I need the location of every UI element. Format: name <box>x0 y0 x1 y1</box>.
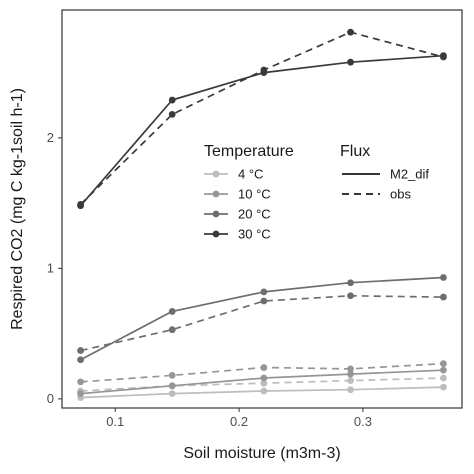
data-point <box>440 366 447 374</box>
y-axis-title: Respired CO2 (mg C kg-1soil h-1) <box>9 88 26 330</box>
legend-temperature-label: 4 °C <box>238 167 263 182</box>
data-point <box>260 297 268 305</box>
data-point <box>347 365 354 373</box>
data-point <box>440 383 447 391</box>
data-point <box>347 28 354 36</box>
series-30c-obs <box>77 28 447 208</box>
data-point <box>168 110 176 118</box>
data-point <box>168 326 176 334</box>
y-tick-label: 0 <box>47 391 54 406</box>
x-tick-label: 0.3 <box>354 414 372 429</box>
legend-temperature-label: 10 °C <box>238 187 271 202</box>
data-point <box>168 96 176 104</box>
data-point <box>77 378 84 386</box>
data-point <box>168 308 176 315</box>
data-point <box>440 374 447 382</box>
y-tick-label: 1 <box>47 260 54 275</box>
legend-key-point <box>212 210 220 218</box>
axes: 0.1 0.2 0.3 0 1 2 <box>47 9 463 429</box>
data-point <box>347 279 354 287</box>
data-point <box>168 371 176 379</box>
legend-temperature-label: 20 °C <box>238 207 271 222</box>
x-axis-title: Soil moisture (m3m-3) <box>183 445 340 462</box>
data-point <box>77 201 84 208</box>
data-point <box>440 293 447 301</box>
data-point <box>260 66 268 74</box>
data-point <box>77 390 84 398</box>
series-4c-m2-dif <box>77 383 447 401</box>
data-point <box>347 292 354 300</box>
legend-flux-label: obs <box>390 187 411 202</box>
data-point <box>347 58 354 66</box>
x-tick-label: 0.2 <box>230 414 248 429</box>
data-point <box>347 386 354 394</box>
data-point <box>347 377 354 384</box>
series-10c-m2-dif <box>77 366 447 398</box>
series-20c-obs <box>77 292 447 354</box>
series-line <box>80 294 444 352</box>
legend-key-point <box>212 170 220 178</box>
legend-key-point <box>212 230 220 238</box>
series-layer <box>77 28 447 401</box>
data-point <box>77 356 84 364</box>
series-20c-m2-dif <box>77 274 447 364</box>
y-tick-label: 2 <box>47 130 54 145</box>
data-point <box>260 288 268 296</box>
data-point <box>168 390 176 398</box>
legend-temperature-label: 30 °C <box>238 227 271 242</box>
data-point <box>440 274 447 281</box>
legend-key-point <box>212 190 220 198</box>
legend-temperature-title: Temperature <box>204 143 294 160</box>
data-point <box>77 347 84 354</box>
data-point <box>260 364 268 371</box>
data-point <box>260 379 268 387</box>
x-tick-label: 0.1 <box>106 414 124 429</box>
data-point <box>168 382 176 390</box>
plot-panel-border <box>61 9 463 409</box>
legend-flux-title: Flux <box>340 143 370 160</box>
series-10c-obs <box>77 360 447 386</box>
data-point <box>347 370 354 378</box>
data-point <box>440 53 447 61</box>
data-point <box>440 360 447 368</box>
legend: Temperature 4 °C 10 °C 20 °C 30 °C Flux M2_dif… <box>204 143 429 242</box>
legend-flux-label: M2_dif <box>390 167 429 182</box>
series-line <box>79 54 444 207</box>
axis-titles: Soil moisture (m3m-3) Respired CO2 (mg C… <box>9 88 341 462</box>
data-point <box>260 387 268 395</box>
data-point <box>260 374 268 382</box>
